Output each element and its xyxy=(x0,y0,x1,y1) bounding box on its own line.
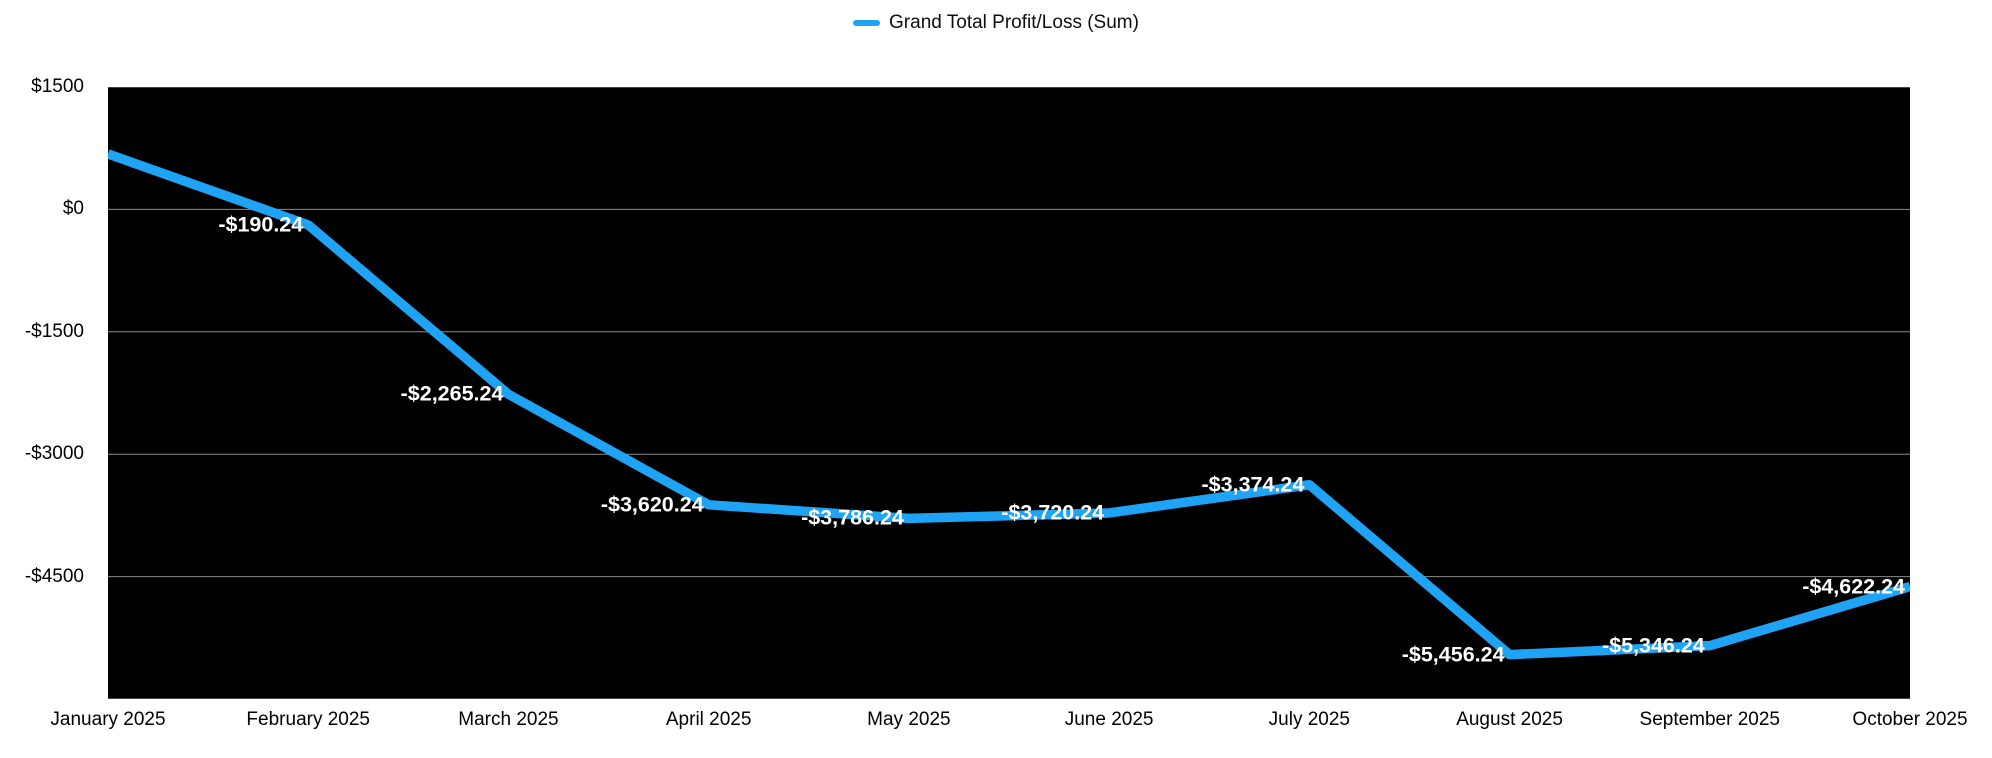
x-axis-label: February 2025 xyxy=(246,709,371,730)
x-axis-label: October 2025 xyxy=(1852,709,1968,730)
chart-legend[interactable]: Grand Total Profit/Loss (Sum) xyxy=(0,10,1992,36)
data-label: -$4,622.24 xyxy=(1802,574,1905,599)
x-axis-label: September 2025 xyxy=(1639,709,1781,730)
data-label: -$2,265.24 xyxy=(400,381,504,406)
legend-line-icon xyxy=(853,20,881,26)
x-axis-label: August 2025 xyxy=(1456,709,1563,730)
y-axis-label: -$1500 xyxy=(24,320,84,342)
legend-label: Grand Total Profit/Loss (Sum) xyxy=(889,12,1139,33)
plot-area xyxy=(108,87,1910,699)
x-axis-label: June 2025 xyxy=(1064,709,1154,730)
data-label: -$3,786.24 xyxy=(801,505,904,530)
y-axis-label: $1500 xyxy=(31,76,84,97)
data-label: -$190.24 xyxy=(218,212,304,237)
series-line xyxy=(108,149,1910,660)
data-label: -$5,346.24 xyxy=(1601,633,1705,658)
y-axis-label: $0 xyxy=(62,198,84,220)
data-label: -$5,456.24 xyxy=(1401,642,1505,667)
data-label: -$3,720.24 xyxy=(1001,500,1105,525)
data-label: -$3,620.24 xyxy=(600,492,704,517)
y-axis-label: -$3000 xyxy=(24,443,84,465)
x-axis-label: March 2025 xyxy=(458,709,559,730)
y-axis-label: -$4500 xyxy=(24,565,84,587)
x-axis-label: July 2025 xyxy=(1268,709,1350,730)
data-label: -$3,374.24 xyxy=(1201,472,1305,497)
x-axis-label: January 2025 xyxy=(50,709,166,730)
x-axis-label: May 2025 xyxy=(867,709,951,730)
x-axis-label: April 2025 xyxy=(665,709,752,730)
series-line-svg xyxy=(108,87,1910,699)
